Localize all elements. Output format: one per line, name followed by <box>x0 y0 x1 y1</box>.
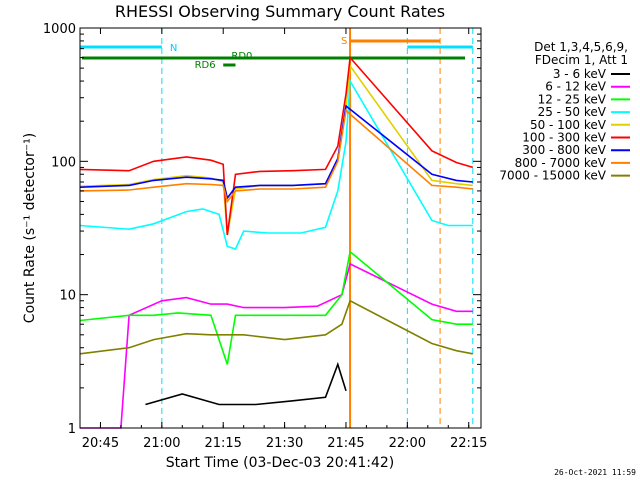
legend-label: 7000 - 15000 keV <box>499 169 606 183</box>
legend-label: 3 - 6 keV <box>553 67 607 81</box>
legend-label: 6 - 12 keV <box>545 80 607 94</box>
series-line-3 <box>79 78 473 250</box>
x-tick-label: 21:00 <box>143 436 180 451</box>
x-tick-label: 20:45 <box>82 436 119 451</box>
legend-label: 300 - 800 keV <box>522 143 606 157</box>
saa-label: S <box>341 36 347 47</box>
timestamp: 26-Oct-2021 11:59 <box>554 468 636 477</box>
night-label: N <box>170 43 177 54</box>
y-tick-label: 1000 <box>43 22 76 37</box>
legend-label: 100 - 300 keV <box>522 131 606 145</box>
y-axis: 1 10 100 1000 <box>43 22 481 437</box>
series-line-8 <box>79 299 473 355</box>
legend-label: 50 - 100 keV <box>530 118 607 132</box>
series-line-6 <box>79 104 473 200</box>
y-tick-label: 1 <box>68 422 76 437</box>
x-tick-label: 21:45 <box>327 436 364 451</box>
x-tick-label: 21:30 <box>266 436 303 451</box>
legend-label: 25 - 50 keV <box>538 105 607 119</box>
plot-area: N S RD0 RD6 <box>79 28 474 429</box>
series-line-1 <box>80 262 473 429</box>
series-line-7 <box>79 109 473 204</box>
chart-title: RHESSI Observing Summary Count Rates <box>115 2 445 21</box>
series-line-0 <box>145 361 347 406</box>
legend-label: 12 - 25 keV <box>538 92 607 106</box>
legend-label: 800 - 7000 keV <box>515 156 607 170</box>
x-tick-label: 21:15 <box>204 436 241 451</box>
legend-header-line-2: FDecim 1, Att 1 <box>535 53 628 67</box>
legend-header-line-1: Det 1,3,4,5,6,9, <box>534 40 628 54</box>
x-tick-label: 22:00 <box>389 436 426 451</box>
x-axis-label: Start Time (03-Dec-03 20:41:42) <box>166 455 394 471</box>
legend: Det 1,3,4,5,6,9, FDecim 1, Att 1 3 - 6 k… <box>499 40 630 183</box>
series-line-2 <box>79 250 473 365</box>
y-axis-label: Count Rate (s⁻¹ detector⁻¹) <box>22 133 38 323</box>
plot-frame <box>79 27 482 429</box>
y-tick-label: 100 <box>51 155 76 170</box>
x-tick-label: 22:15 <box>450 436 487 451</box>
x-axis: 20:45 21:00 21:15 21:30 21:45 22:00 22:15 <box>82 28 487 451</box>
y-tick-label: 10 <box>59 289 76 304</box>
rd6-label: RD6 <box>195 60 216 71</box>
rd0-label: RD0 <box>231 51 252 62</box>
series-line-4 <box>79 63 473 236</box>
series-line-5 <box>79 55 474 236</box>
